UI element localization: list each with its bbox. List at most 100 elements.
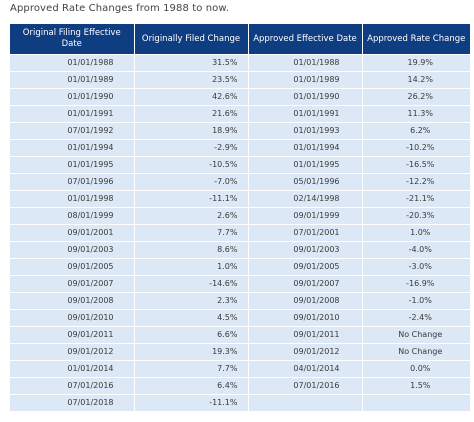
original-filing-date-cell: 01/01/1995 (10, 156, 134, 174)
approved-effective-date-cell: 01/01/1989 (247, 71, 362, 89)
header-originally-filed-change: Originally Filed Change (133, 24, 248, 55)
originally-filed-change-cell: 7.7% (133, 224, 248, 242)
originally-filed-change-cell: 8.6% (133, 241, 248, 259)
approved-effective-date-cell (247, 394, 362, 411)
original-filing-date-cell: 09/01/2010 (10, 309, 134, 327)
table-row: 01/01/1988 31.5% 01/01/1988 19.9% (10, 54, 470, 72)
original-filing-date-cell: 09/01/2007 (10, 275, 134, 293)
table-row: 01/01/1991 21.6% 01/01/1991 11.3% (10, 105, 470, 123)
originally-filed-change-cell: 6.4% (133, 377, 248, 395)
header-approved-rate-change: Approved Rate Change (361, 24, 470, 55)
approved-rate-change-cell: -1.0% (361, 292, 470, 310)
table-row: 01/01/1989 23.5% 01/01/1989 14.2% (10, 71, 470, 89)
originally-filed-change-cell: -2.9% (133, 139, 248, 157)
table-row: 01/01/1995 -10.5% 01/01/1995 -16.5% (10, 156, 470, 174)
originally-filed-change-cell: -7.0% (133, 173, 248, 191)
approved-rate-change-cell: 26.2% (361, 88, 470, 106)
approved-rate-change-cell: 11.3% (361, 105, 470, 123)
table-row: 09/01/2012 19.3% 09/01/2012 No Change (10, 343, 470, 361)
table-row: 01/01/1998 -11.1% 02/14/1998 -21.1% (10, 190, 470, 208)
approved-effective-date-cell: 07/01/2001 (247, 224, 362, 242)
table-row: 01/01/1994 -2.9% 01/01/1994 -10.2% (10, 139, 470, 157)
originally-filed-change-cell: 2.6% (133, 207, 248, 225)
table-row: 07/01/2018 -11.1% (10, 394, 470, 411)
approved-rate-change-cell (361, 394, 470, 411)
approved-effective-date-cell: 01/01/1990 (247, 88, 362, 106)
approved-effective-date-cell: 09/01/2010 (247, 309, 362, 327)
header-original-filing-date: Original Filing Effective Date (10, 24, 134, 55)
approved-rate-change-cell: -21.1% (361, 190, 470, 208)
table-row: 01/01/1990 42.6% 01/01/1990 26.2% (10, 88, 470, 106)
approved-rate-change-cell: No Change (361, 343, 470, 361)
approved-rate-change-cell: -12.2% (361, 173, 470, 191)
table-row: 07/01/2016 6.4% 07/01/2016 1.5% (10, 377, 470, 395)
original-filing-date-cell: 07/01/2018 (10, 394, 134, 411)
originally-filed-change-cell: 19.3% (133, 343, 248, 361)
approved-rate-change-cell: -2.4% (361, 309, 470, 327)
original-filing-date-cell: 07/01/2016 (10, 377, 134, 395)
approved-rate-change-cell: -20.3% (361, 207, 470, 225)
approved-rate-change-cell: -4.0% (361, 241, 470, 259)
table-header: Original Filing Effective Date Originall… (10, 24, 470, 55)
table-row: 08/01/1999 2.6% 09/01/1999 -20.3% (10, 207, 470, 225)
originally-filed-change-cell: 21.6% (133, 105, 248, 123)
originally-filed-change-cell: -14.6% (133, 275, 248, 293)
approved-rate-change-cell: 1.0% (361, 224, 470, 242)
approved-rate-change-cell: -3.0% (361, 258, 470, 276)
approved-effective-date-cell: 01/01/1991 (247, 105, 362, 123)
table-caption: Approved Rate Changes from 1988 to now. (10, 3, 230, 14)
header-approved-effective-date: Approved Effective Date (247, 24, 362, 55)
approved-rate-change-cell: 0.0% (361, 360, 470, 378)
originally-filed-change-cell: 6.6% (133, 326, 248, 344)
originally-filed-change-cell: -11.1% (133, 190, 248, 208)
original-filing-date-cell: 01/01/1998 (10, 190, 134, 208)
originally-filed-change-cell: 1.0% (133, 258, 248, 276)
approved-effective-date-cell: 09/01/2007 (247, 275, 362, 293)
original-filing-date-cell: 09/01/2011 (10, 326, 134, 344)
originally-filed-change-cell: 4.5% (133, 309, 248, 327)
approved-effective-date-cell: 04/01/2014 (247, 360, 362, 378)
originally-filed-change-cell: 23.5% (133, 71, 248, 89)
originally-filed-change-cell: -10.5% (133, 156, 248, 174)
table-row: 09/01/2001 7.7% 07/01/2001 1.0% (10, 224, 470, 242)
approved-effective-date-cell: 05/01/1996 (247, 173, 362, 191)
table-row: 09/01/2011 6.6% 09/01/2011 No Change (10, 326, 470, 344)
approved-rate-change-cell: -10.2% (361, 139, 470, 157)
table-row: 07/01/1992 18.9% 01/01/1993 6.2% (10, 122, 470, 140)
approved-rate-change-cell: -16.9% (361, 275, 470, 293)
table-body: 01/01/1988 31.5% 01/01/1988 19.9% 01/01/1989… (10, 54, 470, 411)
approved-rate-change-cell: 1.5% (361, 377, 470, 395)
original-filing-date-cell: 09/01/2012 (10, 343, 134, 361)
approved-rate-change-cell: -16.5% (361, 156, 470, 174)
approved-effective-date-cell: 01/01/1994 (247, 139, 362, 157)
originally-filed-change-cell: 18.9% (133, 122, 248, 140)
originally-filed-change-cell: 7.7% (133, 360, 248, 378)
approved-effective-date-cell: 01/01/1993 (247, 122, 362, 140)
original-filing-date-cell: 09/01/2005 (10, 258, 134, 276)
approved-effective-date-cell: 09/01/2003 (247, 241, 362, 259)
original-filing-date-cell: 09/01/2003 (10, 241, 134, 259)
original-filing-date-cell: 01/01/2014 (10, 360, 134, 378)
originally-filed-change-cell: 42.6% (133, 88, 248, 106)
approved-effective-date-cell: 07/01/2016 (247, 377, 362, 395)
table-row: 09/01/2005 1.0% 09/01/2005 -3.0% (10, 258, 470, 276)
approved-rate-change-cell: No Change (361, 326, 470, 344)
approved-effective-date-cell: 09/01/1999 (247, 207, 362, 225)
originally-filed-change-cell: 2.3% (133, 292, 248, 310)
table-row: 09/01/2010 4.5% 09/01/2010 -2.4% (10, 309, 470, 327)
table-row: 01/01/2014 7.7% 04/01/2014 0.0% (10, 360, 470, 378)
original-filing-date-cell: 07/01/1992 (10, 122, 134, 140)
table-row: 09/01/2008 2.3% 09/01/2008 -1.0% (10, 292, 470, 310)
original-filing-date-cell: 01/01/1991 (10, 105, 134, 123)
approved-effective-date-cell: 09/01/2012 (247, 343, 362, 361)
original-filing-date-cell: 01/01/1988 (10, 54, 134, 72)
header-row: Original Filing Effective Date Originall… (10, 24, 470, 55)
originally-filed-change-cell: 31.5% (133, 54, 248, 72)
approved-rate-change-cell: 19.9% (361, 54, 470, 72)
approved-effective-date-cell: 02/14/1998 (247, 190, 362, 208)
originally-filed-change-cell: -11.1% (133, 394, 248, 411)
table-row: 09/01/2003 8.6% 09/01/2003 -4.0% (10, 241, 470, 259)
original-filing-date-cell: 01/01/1990 (10, 88, 134, 106)
approved-effective-date-cell: 01/01/1995 (247, 156, 362, 174)
approved-effective-date-cell: 09/01/2005 (247, 258, 362, 276)
